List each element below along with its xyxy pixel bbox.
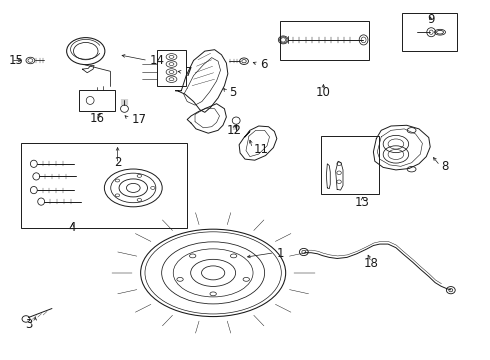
Bar — [157, 50, 186, 86]
Bar — [280, 21, 369, 60]
Text: 10: 10 — [316, 86, 331, 99]
Bar — [79, 90, 115, 111]
Text: 1: 1 — [277, 247, 284, 260]
Text: 6: 6 — [260, 58, 267, 71]
Text: 5: 5 — [229, 86, 237, 99]
Text: 15: 15 — [9, 54, 24, 67]
Text: 16: 16 — [90, 112, 104, 125]
Text: 14: 14 — [150, 54, 165, 67]
Text: 7: 7 — [185, 66, 193, 78]
Bar — [402, 13, 457, 51]
Text: 3: 3 — [24, 318, 32, 331]
Text: 8: 8 — [441, 160, 448, 173]
Bar — [21, 143, 187, 228]
Text: 2: 2 — [114, 156, 122, 169]
Text: 9: 9 — [427, 13, 435, 26]
Text: 11: 11 — [254, 143, 269, 156]
Text: 4: 4 — [69, 221, 76, 234]
Text: 17: 17 — [131, 113, 147, 126]
Bar — [321, 136, 379, 194]
Text: 18: 18 — [364, 257, 379, 270]
Text: 13: 13 — [355, 196, 370, 209]
Text: 12: 12 — [227, 124, 242, 137]
